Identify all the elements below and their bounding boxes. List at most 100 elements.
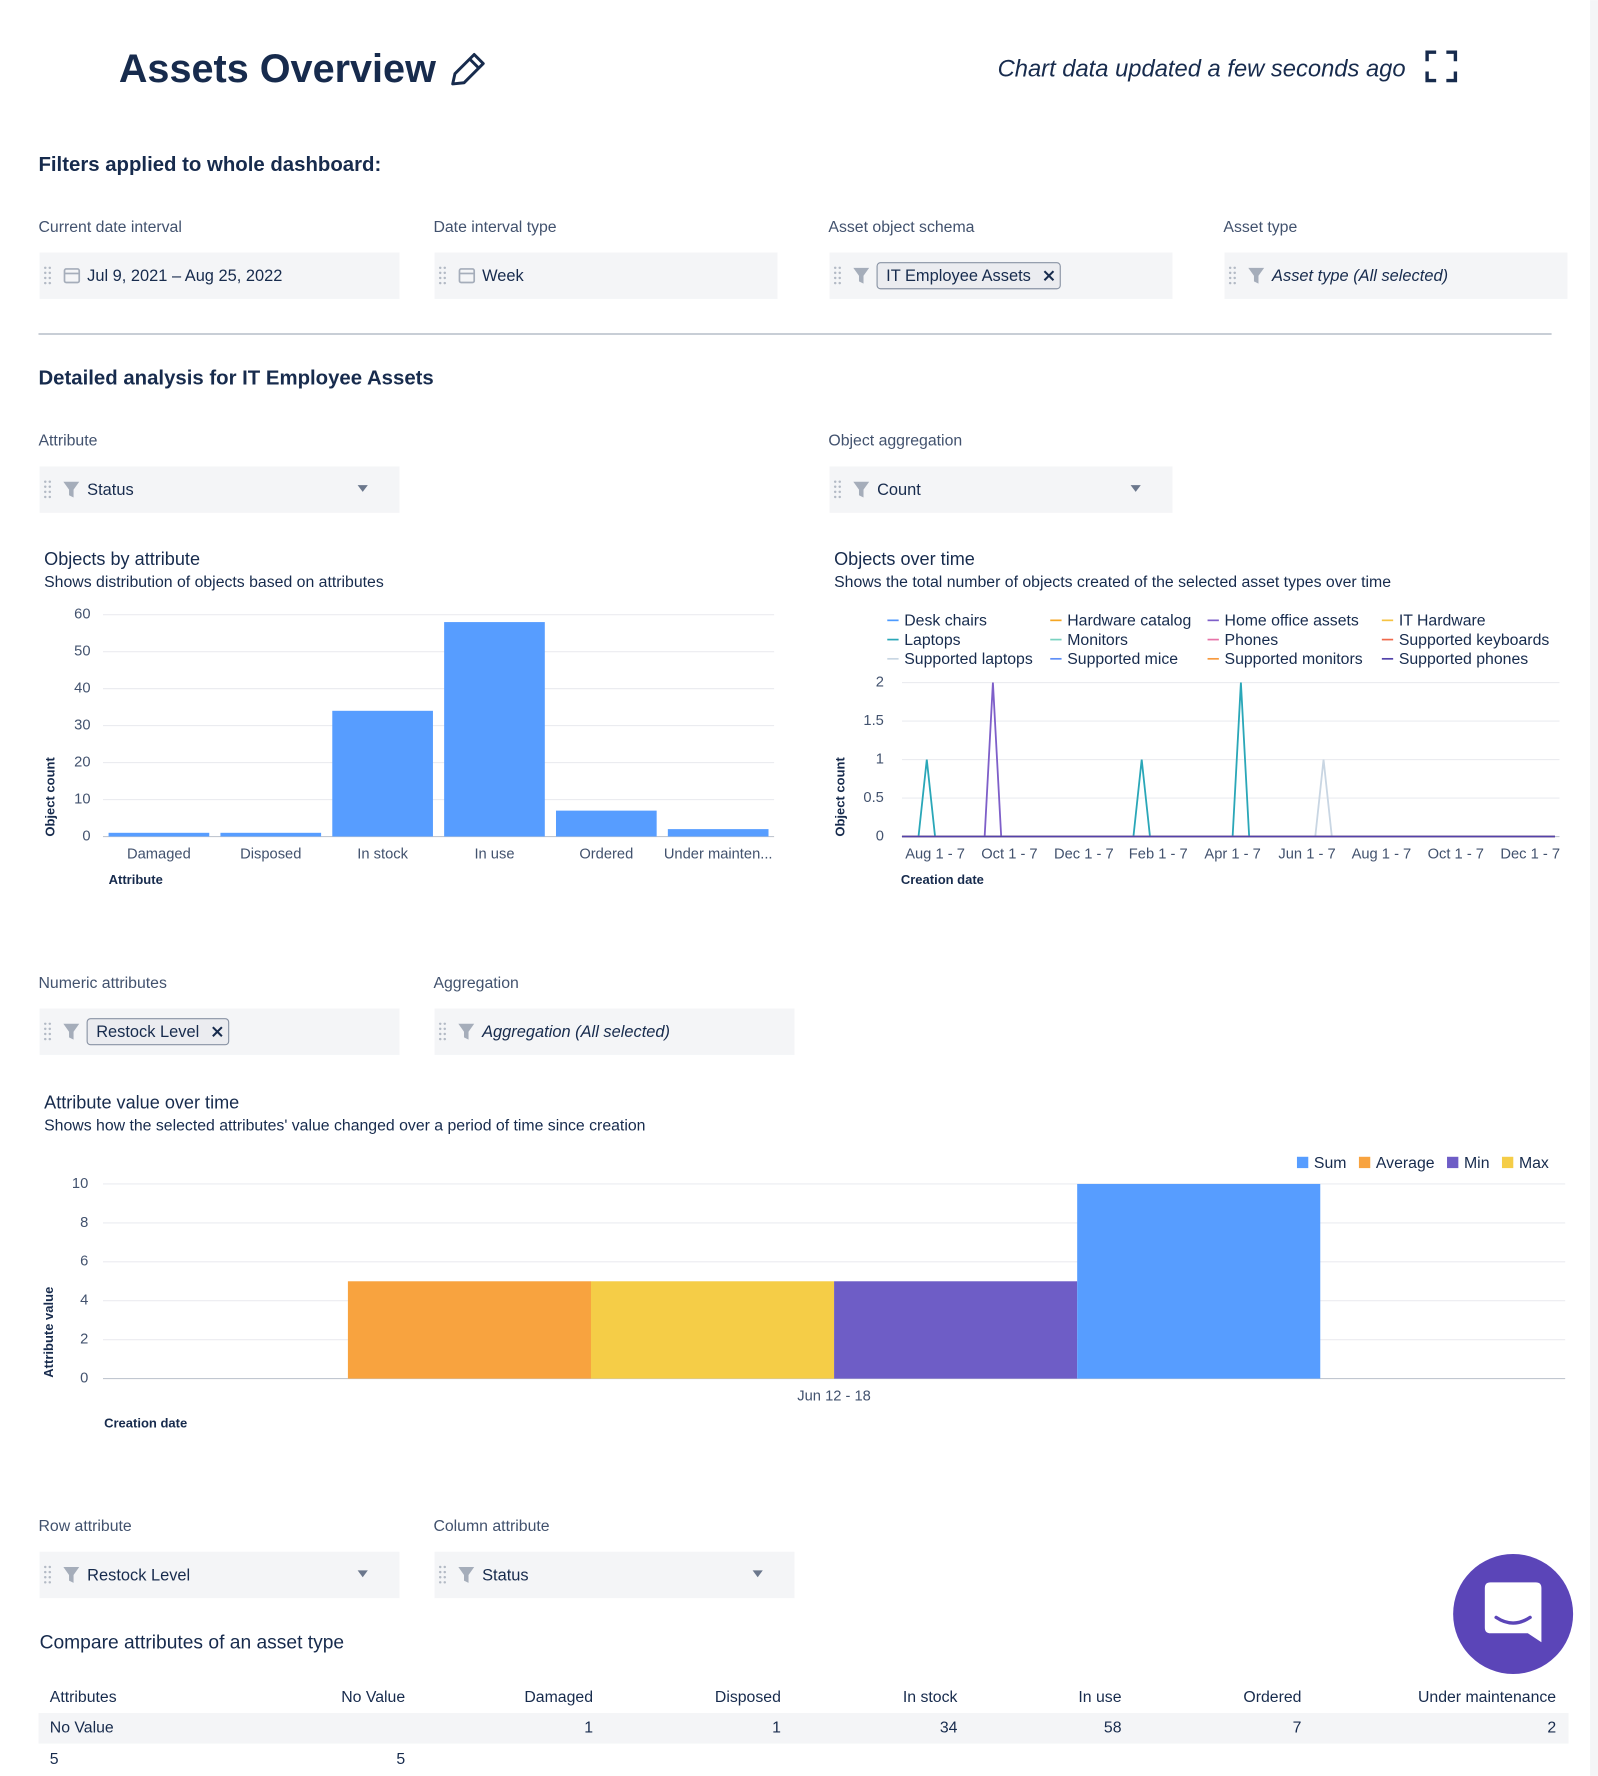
table-cell: 7 bbox=[1293, 1719, 1302, 1736]
filter-value: Jul 9, 2021 – Aug 25, 2022 bbox=[87, 267, 282, 285]
x-tick-label: Oct 1 - 7 bbox=[1428, 847, 1484, 863]
drag-handle-dot bbox=[438, 271, 442, 275]
filter-control[interactable]: Status bbox=[39, 466, 400, 513]
drag-handle-dot bbox=[1228, 276, 1232, 280]
legend-item[interactable]: IT Hardware bbox=[1381, 613, 1486, 630]
filter-value: Count bbox=[877, 481, 921, 499]
filter-control[interactable]: IT Employee Assets bbox=[829, 252, 1173, 299]
drag-handle-dot bbox=[838, 281, 841, 285]
filter-value: Status bbox=[482, 1566, 529, 1584]
filter-control[interactable]: Count bbox=[829, 466, 1173, 513]
drag-handle-dot bbox=[48, 1027, 52, 1031]
legend-item[interactable]: Supported monitors bbox=[1207, 651, 1363, 668]
legend-label: Average bbox=[1376, 1155, 1435, 1172]
legend-item[interactable]: Phones bbox=[1207, 632, 1279, 649]
x-tick-label: Under mainten... bbox=[664, 847, 773, 863]
filter-icon bbox=[63, 481, 80, 498]
x-tick-label: Oct 1 - 7 bbox=[981, 847, 1037, 863]
dropdown-caret[interactable] bbox=[357, 1570, 368, 1578]
drag-handle-dot bbox=[44, 490, 47, 494]
drag-handle-dot bbox=[438, 1022, 442, 1026]
legend-item[interactable]: Supported keyboards bbox=[1381, 632, 1550, 649]
drag-handle-dot bbox=[48, 276, 52, 280]
drag-handle-dot bbox=[443, 1032, 447, 1036]
y-axis-label: Object count bbox=[42, 757, 57, 837]
drag-handle-dot bbox=[838, 495, 841, 499]
filter-label: Current date interval bbox=[38, 219, 181, 236]
filter-control[interactable]: Aggregation (All selected) bbox=[434, 1008, 795, 1055]
drag-handle-dot bbox=[44, 495, 47, 499]
drag-handle-dot bbox=[44, 266, 47, 270]
filter-label: Aggregation bbox=[433, 975, 518, 992]
drag-handle-dot bbox=[44, 1570, 47, 1574]
table-header: Disposed bbox=[715, 1689, 781, 1706]
x-tick-label: Aug 1 - 7 bbox=[1352, 847, 1412, 863]
legend-item[interactable]: Home office assets bbox=[1207, 613, 1359, 630]
legend-item[interactable]: Monitors bbox=[1050, 632, 1128, 649]
drag-handle-dot bbox=[44, 1575, 47, 1579]
filter-box[interactable] bbox=[434, 1008, 795, 1055]
legend-item[interactable]: Average bbox=[1358, 1155, 1435, 1172]
dropdown-caret[interactable] bbox=[1130, 485, 1141, 492]
drag-handle-dot bbox=[438, 1032, 442, 1036]
legend-item[interactable]: Supported phones bbox=[1381, 651, 1528, 668]
chart-subtitle: Shows distribution of objects based on a… bbox=[44, 574, 384, 591]
filter-chip[interactable]: IT Employee Assets bbox=[876, 262, 1061, 290]
filter-box[interactable] bbox=[829, 466, 1173, 513]
fullscreen-icon[interactable] bbox=[1425, 50, 1458, 83]
filter-control[interactable]: Week bbox=[434, 252, 778, 299]
bar bbox=[1077, 1183, 1321, 1379]
chart-title: Objects over time bbox=[834, 549, 975, 569]
drag-handle-dot bbox=[44, 480, 47, 483]
filter-chip[interactable]: Restock Level bbox=[86, 1018, 230, 1046]
legend-label: Supported phones bbox=[1399, 651, 1528, 668]
x-tick-label: Apr 1 - 7 bbox=[1204, 847, 1260, 863]
y-tick-label: 4 bbox=[80, 1293, 88, 1309]
legend-item[interactable]: Sum bbox=[1296, 1155, 1347, 1172]
filter-box[interactable] bbox=[434, 252, 778, 299]
x-tick-label: Disposed bbox=[240, 847, 301, 863]
filter-box[interactable] bbox=[39, 252, 400, 299]
legend-item[interactable]: Max bbox=[1501, 1155, 1549, 1172]
drag-handle-dot bbox=[838, 490, 841, 494]
filter-control[interactable]: Status bbox=[434, 1551, 795, 1599]
chip-remove[interactable] bbox=[212, 1026, 223, 1037]
legend-item[interactable]: Desk chairs bbox=[887, 613, 987, 630]
filter-control[interactable]: Restock Level bbox=[39, 1008, 400, 1055]
chart-title: Objects by attribute bbox=[44, 549, 200, 569]
bar bbox=[220, 832, 322, 837]
edit-icon[interactable] bbox=[451, 53, 485, 86]
drag-handle-dot bbox=[48, 1022, 52, 1026]
dropdown-caret[interactable] bbox=[752, 1570, 763, 1578]
chat-button[interactable] bbox=[1453, 1554, 1574, 1674]
legend-item[interactable]: Min bbox=[1447, 1155, 1490, 1172]
calendar-icon bbox=[63, 268, 81, 284]
filter-control[interactable]: Restock Level bbox=[39, 1551, 400, 1599]
drag-handle-dot bbox=[1228, 266, 1232, 270]
drag-handle-dot bbox=[48, 1565, 52, 1569]
filter-control[interactable]: Asset type (All selected) bbox=[1224, 252, 1568, 299]
bar bbox=[444, 622, 545, 837]
filter-control[interactable]: Jul 9, 2021 – Aug 25, 2022 bbox=[39, 252, 400, 299]
filter-value: Status bbox=[87, 481, 134, 499]
legend-item[interactable]: Supported mice bbox=[1050, 651, 1178, 668]
page-title: Assets Overview bbox=[119, 47, 436, 91]
dropdown-caret[interactable] bbox=[357, 485, 368, 492]
chip-remove[interactable] bbox=[1043, 270, 1055, 281]
legend-item[interactable]: Hardware catalog bbox=[1050, 613, 1191, 630]
bar bbox=[347, 1281, 591, 1379]
legend-item[interactable]: Supported laptops bbox=[887, 651, 1033, 668]
table-header: In use bbox=[1078, 1689, 1121, 1706]
drag-handle-dot bbox=[48, 1570, 52, 1574]
drag-handle-dot bbox=[443, 1581, 447, 1584]
filter-box[interactable] bbox=[434, 1551, 795, 1599]
filter-box[interactable] bbox=[39, 466, 400, 513]
drag-handle-dot bbox=[48, 1032, 52, 1036]
filter-box[interactable] bbox=[1224, 252, 1568, 299]
filter-box[interactable] bbox=[39, 1551, 400, 1599]
table-cell: 58 bbox=[1104, 1719, 1122, 1736]
legend-item[interactable]: Laptops bbox=[887, 632, 961, 649]
y-tick-label: 2 bbox=[80, 1332, 88, 1348]
calendar-icon bbox=[458, 268, 476, 284]
drag-handle-dot bbox=[443, 1027, 447, 1031]
